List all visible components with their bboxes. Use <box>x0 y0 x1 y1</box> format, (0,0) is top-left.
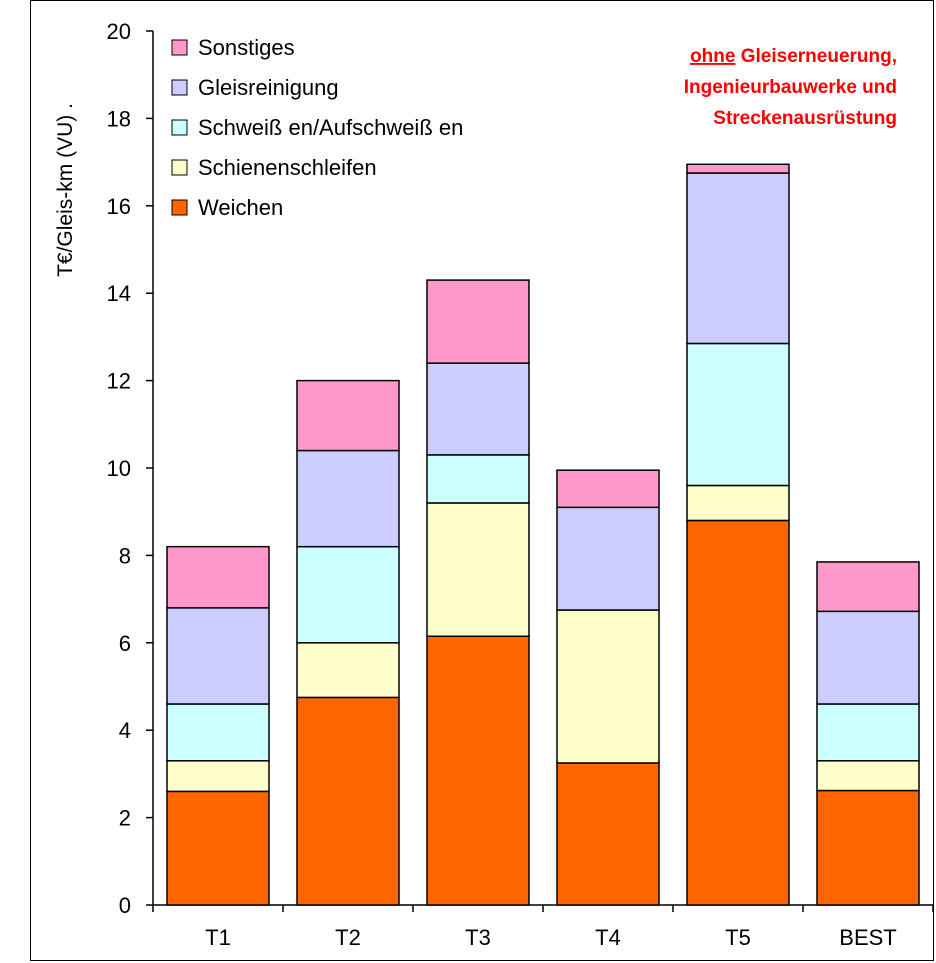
x-tick-label: T1 <box>205 925 231 950</box>
bar-segment <box>816 703 920 762</box>
bar-segment <box>816 610 920 705</box>
x-tick-label: BEST <box>839 925 896 950</box>
bar-segment <box>686 519 790 906</box>
x-tick-label: T4 <box>595 925 621 950</box>
bar-segment <box>296 545 400 644</box>
y-tick-label: 0 <box>119 893 131 918</box>
bar-segment <box>556 506 660 611</box>
legend-swatch <box>171 159 188 176</box>
bar-segment <box>556 469 660 509</box>
bar-segment <box>816 561 920 613</box>
y-tick-label: 14 <box>107 281 131 306</box>
bar-segment <box>296 449 400 548</box>
y-axis-label: T€/Gleis-km (VU) . <box>54 103 77 277</box>
y-tick-labels: 0 2 4 6 8 10 12 14 16 18 20 <box>107 19 131 918</box>
bar-segment <box>426 635 530 906</box>
bar-segment <box>296 696 400 906</box>
legend-swatch <box>171 119 188 136</box>
legend: Sonstiges Gleisreinigung Schweiß en/Aufsch… <box>171 35 463 220</box>
bar-segment <box>686 342 790 487</box>
y-tick-label: 20 <box>107 19 131 44</box>
bar-segment <box>166 607 270 705</box>
bar-segment <box>816 789 920 906</box>
annotation-line-3: Streckenausrüstung <box>713 108 897 129</box>
bar-segment <box>296 379 400 452</box>
bar-segment <box>166 703 270 762</box>
bar-segment <box>426 362 530 456</box>
legend-label: Sonstiges <box>198 35 295 60</box>
legend-label: Gleisreinigung <box>198 75 339 100</box>
bar-segment <box>426 279 530 364</box>
bar-segment <box>556 609 660 764</box>
annotation-line-1: ohne Gleiserneuerung, <box>690 46 897 67</box>
axes <box>146 30 934 912</box>
bar-segment <box>166 790 270 906</box>
legend-swatch <box>171 79 188 96</box>
legend-swatch <box>171 199 188 216</box>
bar-segment <box>556 762 660 906</box>
y-tick-label: 6 <box>119 631 131 656</box>
bar-segment <box>816 760 920 792</box>
bars <box>166 163 920 906</box>
y-tick-label: 16 <box>107 194 131 219</box>
annotation-line-1-rest: Gleiserneuerung, <box>735 46 897 67</box>
x-tick-label: T3 <box>465 925 491 950</box>
bar-segment <box>166 545 270 609</box>
bar-segment <box>426 502 530 637</box>
y-tick-label: 4 <box>119 718 131 743</box>
bar-segment <box>166 760 270 793</box>
annotation-note: ohne Gleiserneuerung, Ingenieurbauwerke u… <box>684 46 897 129</box>
bar-segment <box>686 484 790 522</box>
legend-swatch <box>171 39 188 56</box>
y-tick-label: 2 <box>119 806 131 831</box>
y-tick-label: 18 <box>107 106 131 131</box>
legend-label: Schienenschleifen <box>198 155 377 180</box>
y-tick-label: 10 <box>107 456 131 481</box>
x-tick-labels: T1 T2 T3 T4 T5 BEST <box>205 925 897 950</box>
bar-segment <box>426 454 530 504</box>
annotation-line-2: Ingenieurbauwerke und <box>684 77 897 98</box>
annotation-underlined-word: ohne <box>690 46 735 67</box>
bar-segment <box>686 163 790 174</box>
bar-segment <box>686 172 790 345</box>
y-tick-label: 8 <box>119 543 131 568</box>
x-tick-label: T5 <box>725 925 751 950</box>
y-tick-label: 12 <box>107 369 131 394</box>
legend-label: Weichen <box>198 195 283 220</box>
x-tick-label: T2 <box>335 925 361 950</box>
bar-segment <box>296 642 400 699</box>
legend-label: Schweiß en/Aufschweiß en <box>198 115 463 140</box>
